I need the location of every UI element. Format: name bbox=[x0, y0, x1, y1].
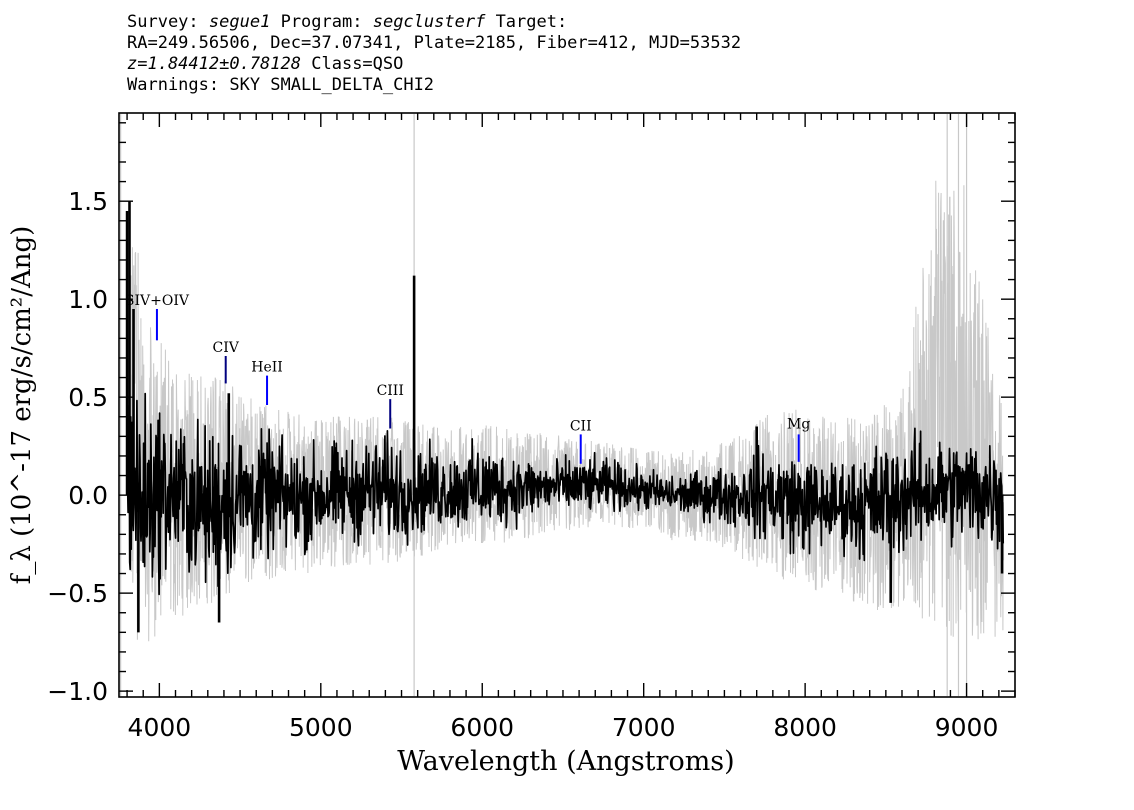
survey-value: segue1 bbox=[208, 12, 271, 32]
spectrum-header: Survey: segue1 Program: segclusterf Targ… bbox=[127, 12, 741, 96]
survey-label: Survey: bbox=[127, 12, 199, 32]
line-marker-label: CIV bbox=[213, 340, 240, 356]
header-line-coordinates: RA=249.56506, Dec=37.07341, Plate=2185, … bbox=[127, 33, 742, 53]
line-marker-label: SIV+OIV bbox=[125, 293, 190, 309]
x-tick-labels: 4000 5000 6000 7000 8000 9000 bbox=[128, 713, 999, 742]
y-tick-label: 1.5 bbox=[68, 187, 108, 216]
flux-series bbox=[125, 201, 1005, 633]
y-tick-label: 1.0 bbox=[68, 285, 108, 314]
x-tick-label: 7000 bbox=[612, 713, 676, 742]
header-line-redshift: z=1.84412±0.78128 Class=QSO bbox=[127, 54, 741, 75]
x-tick-label: 4000 bbox=[128, 713, 192, 742]
header-line-warnings: Warnings: SKY SMALL_DELTA_CHI2 bbox=[127, 75, 435, 95]
error-noise-path bbox=[126, 180, 1005, 642]
line-marker-label: Mg bbox=[787, 417, 810, 433]
class-value: Class=QSO bbox=[311, 54, 404, 74]
x-tick-label: 6000 bbox=[450, 713, 514, 742]
x-tick-label: 9000 bbox=[935, 713, 999, 742]
y-tick-label: −1.0 bbox=[47, 677, 108, 706]
emission-line-markers: SIV+OIV CIV HeII CIII CII Mg bbox=[125, 293, 810, 464]
error-series bbox=[120, 114, 1005, 696]
y-tick-labels: −1.0 −0.5 0.0 0.5 1.0 1.5 bbox=[47, 187, 108, 706]
line-marker-label: HeII bbox=[251, 360, 283, 376]
line-marker-label: CIII bbox=[377, 383, 404, 399]
plot-frame bbox=[118, 112, 1016, 698]
line-marker-label: CII bbox=[570, 418, 592, 434]
target-label: Target: bbox=[495, 12, 568, 32]
x-tick-label: 8000 bbox=[773, 713, 837, 742]
x-axis-label: Wavelength (Angstroms) bbox=[397, 746, 734, 777]
axis-ticks bbox=[119, 113, 1016, 697]
y-tick-label: 0.5 bbox=[68, 383, 108, 412]
program-value: segclusterf bbox=[372, 12, 486, 32]
program-label: Program: bbox=[280, 12, 363, 32]
y-tick-label: −0.5 bbox=[47, 579, 108, 608]
header-line-survey: Survey: segue1 Program: segclusterf Targ… bbox=[127, 12, 741, 33]
flux-noise-path bbox=[126, 392, 1005, 596]
x-tick-label: 5000 bbox=[289, 713, 353, 742]
y-axis-label: f_λ (10^-17 erg/s/cm²/Ang) bbox=[7, 226, 37, 585]
y-tick-label: 0.0 bbox=[68, 481, 108, 510]
redshift-value: z=1.84412±0.78128 bbox=[127, 54, 301, 74]
